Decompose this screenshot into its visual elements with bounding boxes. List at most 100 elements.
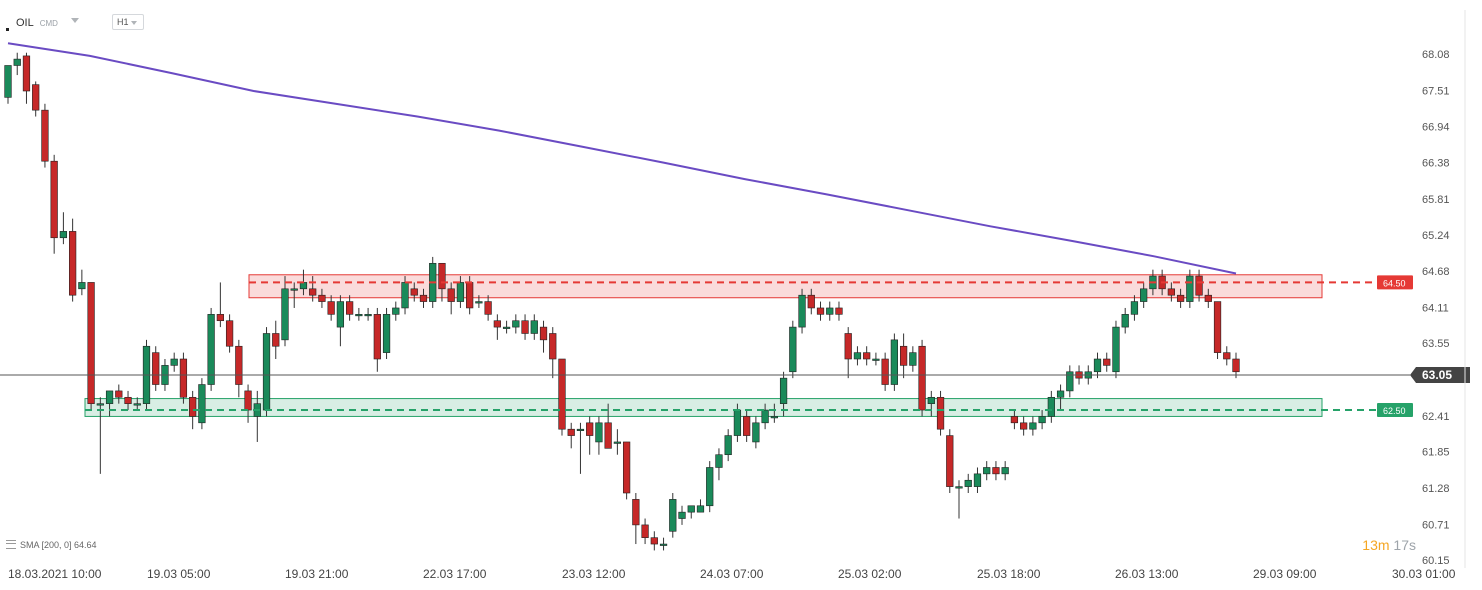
candle-up (964, 473, 972, 494)
candle-body (844, 333, 852, 360)
timeframe-selector[interactable]: H1 (112, 14, 144, 30)
candle-up (770, 403, 778, 423)
candle-body (41, 109, 49, 162)
candle-body (1029, 422, 1037, 430)
candle-body (549, 333, 557, 360)
candle-down (946, 429, 954, 494)
candle-body (336, 301, 345, 328)
candle-up (262, 327, 271, 417)
candle-up (696, 499, 705, 513)
candle-up (512, 314, 520, 334)
candle-up (133, 397, 141, 411)
candle-body (493, 320, 501, 328)
candle-body (973, 473, 982, 487)
x-tick-label: 19.03 05:00 (147, 567, 211, 581)
candle-body (964, 479, 972, 487)
y-tick-label: 66.38 (1422, 157, 1450, 169)
candle-body (170, 358, 178, 366)
candle-body (936, 396, 945, 430)
candle-body (1047, 396, 1055, 417)
candle-body (1066, 371, 1074, 392)
candle-down (484, 295, 492, 321)
y-axis: 68.08 67.51 66.94 66.38 65.81 65.24 64.68 64.11… (1422, 10, 1466, 568)
candle-down (410, 282, 418, 302)
candle-body (373, 314, 381, 360)
candle-body (364, 314, 372, 317)
candle-down (992, 461, 1000, 481)
candle-body (244, 390, 252, 411)
symbol-selector[interactable]: OIL CMD (16, 17, 58, 29)
symbol-dropdown-icon[interactable] (71, 18, 79, 23)
candle-down (881, 352, 889, 391)
candle-up (13, 52, 21, 76)
candle-body (567, 428, 575, 436)
candle-body (179, 358, 188, 398)
candle-body (659, 543, 668, 546)
candle-up (382, 307, 391, 360)
candle-body (318, 294, 326, 302)
candle-body (1176, 294, 1185, 302)
y-tick-label: 65.24 (1422, 230, 1450, 242)
resistance-zone (248, 274, 1323, 299)
y-tick-label: 63.55 (1422, 338, 1450, 350)
candle-body (281, 288, 289, 341)
candle-up (706, 461, 714, 513)
y-tick-label: 66.94 (1422, 122, 1450, 134)
candle-down (936, 390, 945, 436)
candle-body (724, 435, 732, 456)
chart-marker-dot (6, 28, 9, 31)
candle-body (105, 390, 114, 404)
candle-body (22, 55, 31, 92)
candle-up (576, 422, 585, 474)
candle-down (216, 282, 224, 328)
sma-legend[interactable]: SMA [200, 0] 64.64 (6, 540, 97, 550)
candle-up (752, 416, 760, 449)
candle-up (1056, 384, 1065, 411)
x-tick-label: 23.03 12:00 (562, 567, 626, 581)
candle-up (1140, 282, 1148, 308)
candle-down (272, 320, 280, 360)
current-price-label: 63.05 (1422, 368, 1452, 382)
candle-up (530, 314, 538, 340)
candle-up (392, 301, 400, 321)
candle-body (327, 301, 335, 315)
candle-down (1010, 410, 1019, 430)
candle-body (401, 282, 409, 309)
candle-down (539, 320, 548, 353)
candle-down (567, 422, 575, 449)
candle-up (1121, 307, 1129, 334)
x-tick-label: 25.03 18:00 (977, 567, 1041, 581)
candle-body (290, 288, 298, 291)
candle-body (899, 345, 908, 366)
candle-up (973, 467, 982, 494)
x-axis: 18.03.2021 10:00 19.03 05:00 19.03 21:00 22… (8, 567, 1456, 581)
candle-body (650, 537, 658, 545)
candle-body (733, 409, 742, 436)
candle-body (262, 333, 271, 411)
candle-body (779, 377, 788, 404)
candle-down (1020, 416, 1028, 436)
candle-down (844, 327, 852, 379)
timer-seconds-unit: s (1409, 537, 1416, 553)
candle-body (816, 307, 825, 315)
y-tick-label: 65.81 (1422, 194, 1450, 206)
candle-down (918, 339, 926, 417)
y-tick-label: 67.51 (1422, 85, 1450, 97)
candle-down (447, 282, 455, 315)
candle-body (1103, 358, 1111, 366)
candle-up (502, 320, 511, 334)
candle-up (1029, 416, 1037, 436)
candle-down (22, 52, 31, 104)
candle-down (743, 410, 751, 442)
candle-body (382, 314, 391, 353)
candle-body (419, 294, 428, 302)
candle-up (724, 429, 732, 462)
candle-body (32, 84, 40, 111)
candle-body (946, 435, 954, 487)
candle-body (225, 320, 234, 347)
candle-body (752, 422, 760, 443)
y-tick-label: 61.85 (1422, 447, 1450, 459)
candle-up (715, 448, 723, 481)
candle-body (1010, 416, 1019, 424)
